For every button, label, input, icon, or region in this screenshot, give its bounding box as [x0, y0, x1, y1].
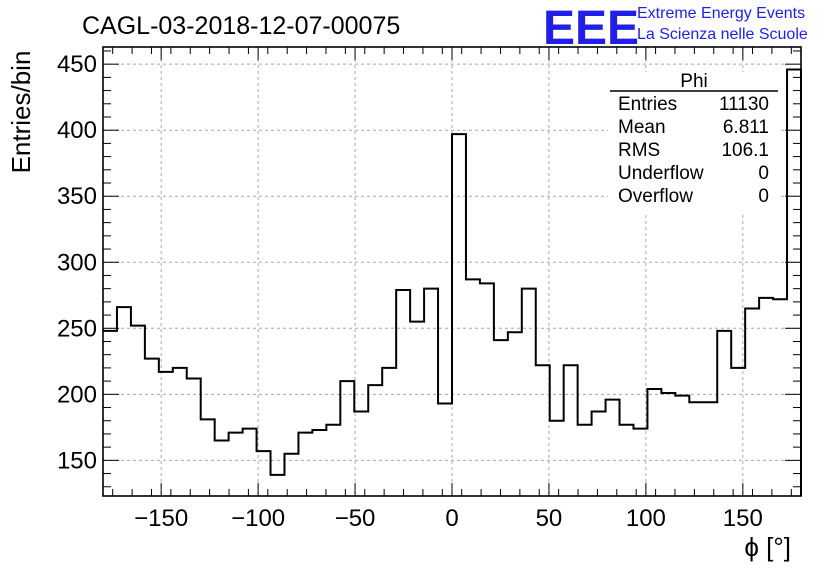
x-axis-title: ϕ [°] [744, 532, 791, 562]
histogram-bin [620, 425, 634, 496]
histogram-bin [173, 368, 187, 496]
y-tick-label: 300 [57, 249, 97, 276]
y-tick-label: 350 [57, 183, 97, 210]
histogram-bin [787, 69, 801, 496]
chart-title: CAGL-03-2018-12-07-00075 [82, 12, 400, 40]
y-tick-label: 400 [57, 117, 97, 144]
stats-box: Phi Entries 11130 Mean 6.811 RMS 106.1 U… [608, 71, 780, 212]
x-tick-label: −50 [335, 505, 376, 532]
x-tick-label: −100 [231, 505, 285, 532]
histogram-bin [633, 429, 647, 496]
stats-mean-label: Mean [618, 117, 666, 138]
histogram-bin [243, 429, 257, 496]
stats-entries-value: 11130 [719, 94, 769, 115]
histogram-bin [410, 322, 424, 496]
stats-entries-label: Entries [618, 94, 677, 115]
histogram-bin [159, 372, 173, 496]
histogram-bin [494, 340, 508, 496]
histogram-bin [466, 279, 480, 496]
y-tick-label: 250 [57, 315, 97, 342]
histogram-bin [257, 451, 271, 496]
histogram-bin [298, 433, 312, 496]
x-tick-label: 100 [626, 505, 666, 532]
histogram-bin [717, 331, 731, 496]
stats-rms-label: RMS [618, 140, 660, 161]
stats-box-background [608, 72, 780, 212]
stats-rms-value: 106.1 [721, 140, 769, 161]
histogram-bin [675, 396, 689, 496]
histogram-bin [103, 331, 117, 496]
histogram-bin [340, 381, 354, 496]
histogram-bin [480, 283, 494, 496]
histogram-bin [759, 298, 773, 496]
stats-underflow-value: 0 [758, 163, 769, 184]
histogram-bin [689, 402, 703, 496]
histogram-bin [117, 307, 131, 496]
histogram-bin [145, 359, 159, 496]
stats-mean-value: 6.811 [723, 117, 769, 138]
x-tick-label: 150 [723, 505, 763, 532]
histogram-bin [745, 308, 759, 496]
histogram-bin [312, 430, 326, 496]
y-tick-labels: 150 200 250 300 350 400 450 [57, 51, 97, 474]
histogram-bin [452, 134, 466, 496]
histogram-bin [564, 365, 578, 496]
histogram-bin [201, 419, 215, 496]
y-tick-label: 200 [57, 381, 97, 408]
stats-underflow-label: Underflow [618, 163, 704, 184]
stats-title: Phi [680, 71, 707, 92]
histogram-bin [773, 299, 787, 496]
x-tick-label: 50 [536, 505, 563, 532]
histogram-bin [606, 400, 620, 496]
histogram-bin [368, 385, 382, 496]
histogram-bin [522, 289, 536, 496]
eee-logo: EEE Extreme Energy Events La Scienza nel… [543, 2, 808, 55]
histogram-bin [396, 290, 410, 496]
logo-line-1: Extreme Energy Events [637, 5, 805, 22]
histogram-bin [550, 421, 564, 496]
histogram-bin [215, 441, 229, 496]
histogram-bin [271, 475, 285, 496]
histogram-bin [438, 404, 452, 496]
stats-overflow-value: 0 [758, 186, 769, 207]
histogram-bin [578, 425, 592, 496]
x-tick-label: −150 [134, 505, 188, 532]
histogram-bin [354, 411, 368, 496]
histogram-outline [103, 68, 802, 496]
logo-mark: EEE [543, 2, 639, 55]
y-axis-title: Entries/bin [6, 51, 36, 174]
histogram-bin [229, 433, 243, 496]
histogram-bin [647, 389, 661, 496]
histogram-bin [382, 368, 396, 496]
x-tick-labels: −150 −100 −50 0 50 100 150 [134, 505, 763, 532]
x-tick-label: 0 [445, 505, 458, 532]
histogram-bin [536, 365, 550, 496]
histogram-bin [424, 289, 438, 496]
y-tick-label: 450 [57, 51, 97, 78]
histogram-bin [187, 378, 201, 496]
histogram-bin [592, 411, 606, 496]
histogram-bin [508, 332, 522, 496]
stats-overflow-label: Overflow [618, 186, 693, 207]
histogram-bin [703, 402, 717, 496]
y-tick-label: 150 [57, 447, 97, 474]
histogram-bin [731, 368, 745, 496]
histogram-bin [661, 393, 675, 496]
histogram-bin [131, 326, 145, 496]
histogram-bin [284, 454, 298, 496]
histogram-bin [326, 425, 340, 496]
logo-line-2: La Scienza nelle Scuole [637, 26, 808, 43]
